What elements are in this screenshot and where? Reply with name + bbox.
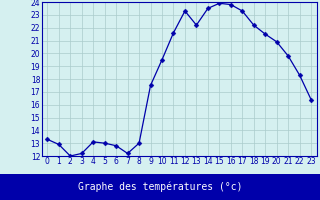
Text: Graphe des températures (°c): Graphe des températures (°c) (78, 182, 242, 192)
